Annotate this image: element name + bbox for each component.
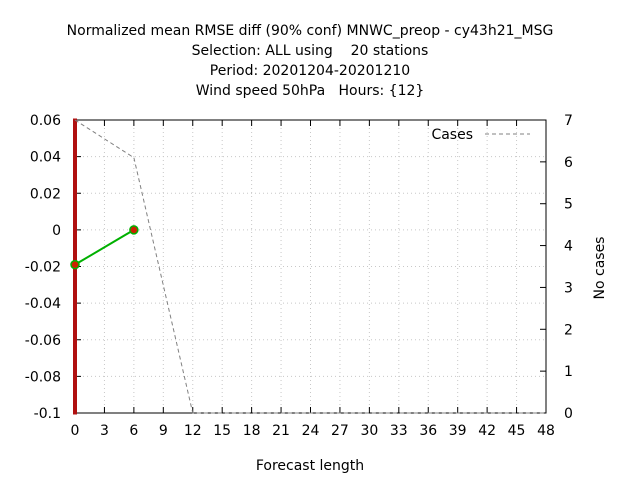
y-tick-label: -0.08 (25, 369, 61, 385)
x-tick-label: 45 (508, 423, 526, 439)
y2-tick-label: 5 (564, 197, 573, 213)
y-tick-label: 0.04 (30, 150, 61, 166)
y-tick-label: 0 (52, 223, 61, 239)
y2-tick-label: 0 (564, 406, 573, 422)
series (70, 118, 546, 415)
x-tick-label: 0 (71, 423, 80, 439)
y-tick-label: -0.02 (25, 260, 61, 276)
chart-title: Normalized mean RMSE diff (90% conf) MNW… (67, 23, 554, 99)
legend: Cases (431, 127, 530, 143)
y2-tick-label: 4 (564, 239, 573, 255)
x-axis-label: Forecast length (256, 458, 364, 474)
axes: 0 3 6 9 12 15 18 21 24 27 30 33 36 39 42 45 480.060.040.… (25, 113, 573, 439)
chart-title-line-4: Wind speed 50hPa Hours: {12} (196, 83, 425, 99)
data-point (129, 225, 139, 235)
y-tick-label: 0.02 (30, 186, 61, 202)
chart-title-line-2: Selection: ALL using 20 stations (192, 43, 429, 59)
x-tick-label: 6 (129, 423, 138, 439)
data-point (70, 259, 80, 270)
y-tick-label: -0.06 (25, 333, 61, 349)
grid (74, 119, 547, 414)
y2-tick-label: 1 (564, 364, 573, 380)
y-tick-label: -0.04 (25, 296, 61, 312)
x-tick-label: 33 (390, 423, 408, 439)
series-line-rmse-diff (74, 229, 135, 266)
x-tick-label: 3 (100, 423, 109, 439)
x-tick-label: 42 (478, 423, 496, 439)
chart-title-line-3: Period: 20201204-20201210 (210, 63, 410, 79)
x-tick-label: 30 (360, 423, 378, 439)
x-tick-label: 24 (302, 423, 320, 439)
y2-tick-label: 6 (564, 155, 573, 171)
x-tick-label: 39 (449, 423, 467, 439)
x-tick-label: 48 (537, 423, 555, 439)
x-tick-label: 27 (331, 423, 349, 439)
y2-tick-label: 7 (564, 113, 573, 129)
chart-title-line-1: Normalized mean RMSE diff (90% conf) MNW… (67, 23, 554, 39)
y2-axis-label: No cases (592, 237, 608, 300)
x-tick-label: 36 (419, 423, 437, 439)
x-tick-label: 21 (272, 423, 290, 439)
x-tick-label: 9 (159, 423, 168, 439)
y2-tick-label: 2 (564, 322, 573, 338)
legend-label-cases: Cases (431, 127, 473, 143)
x-tick-label: 15 (213, 423, 231, 439)
y-tick-label: 0.06 (30, 113, 61, 129)
y-tick-label: -0.1 (34, 406, 61, 422)
y2-tick-label: 3 (564, 280, 573, 296)
x-tick-label: 18 (243, 423, 261, 439)
x-tick-label: 12 (184, 423, 202, 439)
